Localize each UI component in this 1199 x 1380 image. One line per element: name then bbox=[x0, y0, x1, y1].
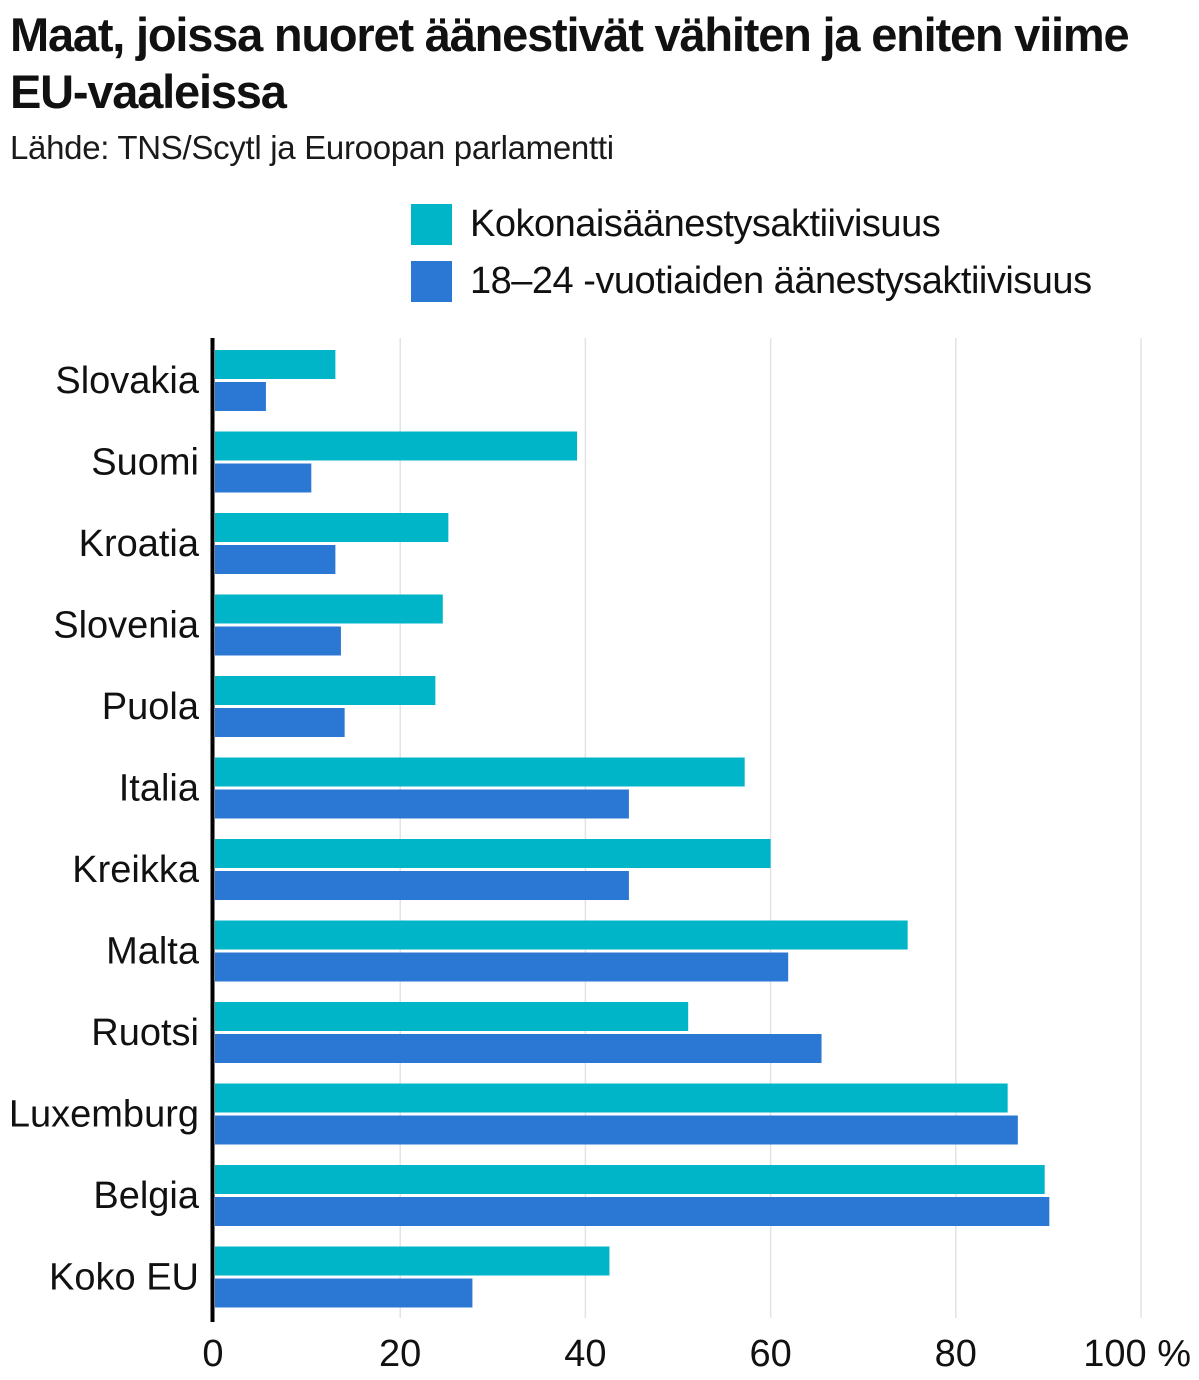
bar-youth-malta bbox=[215, 952, 789, 982]
bar-total-luxemburg bbox=[215, 1083, 1008, 1113]
legend-swatch-youth bbox=[411, 261, 452, 302]
category-label-koko-eu: Koko EU bbox=[49, 1257, 199, 1299]
x-tick-label-100: 100 % bbox=[1083, 1333, 1191, 1375]
bar-youth-belgia bbox=[215, 1197, 1050, 1226]
x-tick-label-60: 60 bbox=[749, 1333, 791, 1375]
legend-item-total: Kokonaisäänestysaktiivisuus bbox=[411, 196, 1092, 253]
category-label-puola: Puola bbox=[102, 686, 200, 728]
bar-youth-suomi bbox=[215, 463, 312, 493]
bar-total-suomi bbox=[215, 431, 578, 461]
bar-total-ruotsi bbox=[215, 1002, 689, 1031]
bar-youth-ruotsi bbox=[215, 1034, 822, 1063]
category-label-ruotsi: Ruotsi bbox=[91, 1012, 199, 1054]
bar-total-slovenia bbox=[215, 594, 443, 624]
bar-total-puola bbox=[215, 676, 436, 705]
bar-youth-kroatia bbox=[215, 545, 336, 574]
x-tick-label-0: 0 bbox=[202, 1333, 223, 1375]
bar-youth-luxemburg bbox=[215, 1115, 1018, 1145]
category-label-slovakia: Slovakia bbox=[55, 360, 199, 402]
bar-total-slovakia bbox=[215, 350, 336, 379]
x-tick-label-40: 40 bbox=[564, 1333, 606, 1375]
legend-swatch-total bbox=[411, 204, 452, 245]
bar-total-malta bbox=[215, 920, 908, 950]
category-label-luxemburg: Luxemburg bbox=[9, 1094, 199, 1136]
legend-item-youth: 18–24 -vuotiaiden äänestysaktiivisuus bbox=[411, 253, 1092, 310]
bar-total-koko-eu bbox=[215, 1246, 610, 1276]
bar-total-italia bbox=[215, 757, 745, 787]
x-tick-label-20: 20 bbox=[379, 1333, 421, 1375]
bar-youth-italia bbox=[215, 789, 629, 819]
bar-youth-puola bbox=[215, 708, 345, 737]
category-label-kreikka: Kreikka bbox=[72, 849, 200, 891]
category-label-slovenia: Slovenia bbox=[53, 605, 200, 647]
category-label-kroatia: Kroatia bbox=[79, 523, 200, 565]
bar-youth-kreikka bbox=[215, 871, 629, 900]
category-label-malta: Malta bbox=[106, 931, 200, 973]
chart-legend: Kokonaisäänestysaktiivisuus 18–24 -vuoti… bbox=[411, 196, 1092, 310]
bar-total-belgia bbox=[215, 1165, 1045, 1194]
category-label-italia: Italia bbox=[119, 768, 200, 810]
chart-title: Maat, joissa nuoret äänestivät vähiten j… bbox=[10, 8, 1130, 118]
legend-label-youth: 18–24 -vuotiaiden äänestysaktiivisuus bbox=[470, 260, 1092, 302]
x-tick-label-80: 80 bbox=[935, 1333, 977, 1375]
bar-total-kroatia bbox=[215, 513, 449, 542]
bar-youth-slovenia bbox=[215, 626, 341, 656]
category-label-suomi: Suomi bbox=[91, 442, 199, 484]
chart-subtitle: Lähde: TNS/Scytl ja Euroopan parlamentti bbox=[10, 129, 614, 166]
bar-youth-koko-eu bbox=[215, 1278, 473, 1308]
legend-label-total: Kokonaisäänestysaktiivisuus bbox=[470, 203, 941, 245]
category-label-belgia: Belgia bbox=[93, 1175, 199, 1217]
bar-total-kreikka bbox=[215, 839, 771, 868]
bar-youth-slovakia bbox=[215, 382, 266, 411]
